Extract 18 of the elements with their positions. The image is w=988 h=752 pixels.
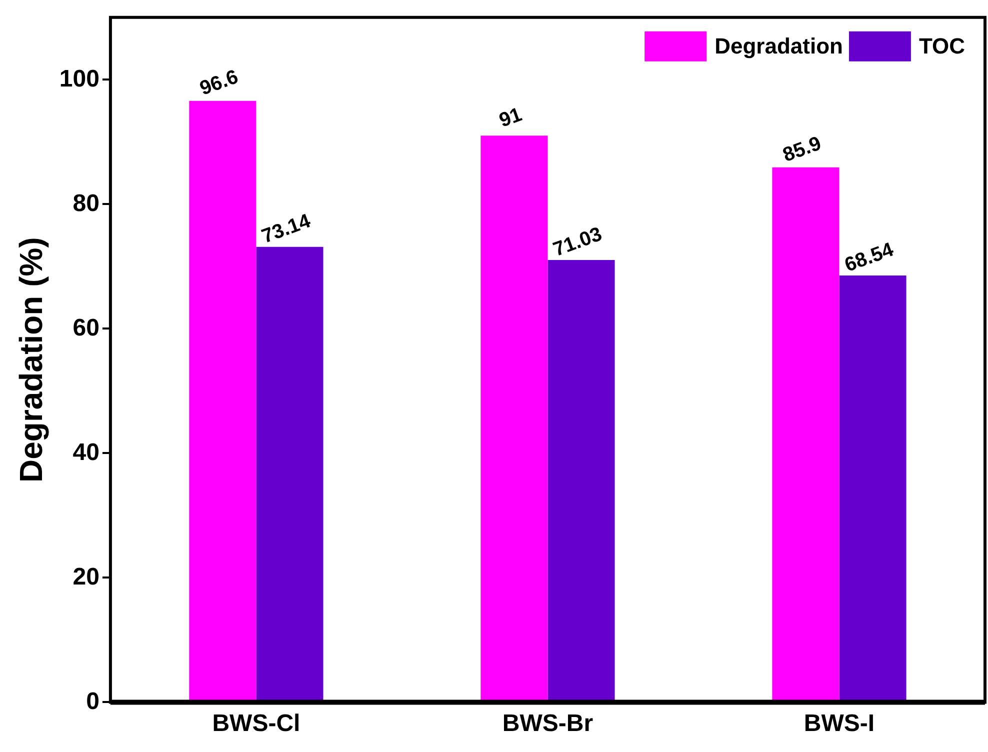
y-tick-label: 40 bbox=[72, 438, 100, 466]
legend-label: TOC bbox=[918, 33, 966, 58]
data-label: 73.14 bbox=[258, 210, 314, 248]
data-label: 68.54 bbox=[842, 238, 896, 277]
y-axis-title: Degradation (%) bbox=[13, 237, 50, 482]
x-tick-label: BWS-Br bbox=[502, 710, 594, 738]
data-label: 85.9 bbox=[780, 132, 824, 167]
data-label: 91 bbox=[496, 104, 525, 132]
y-tick-label: 0 bbox=[86, 688, 100, 715]
x-tick-label: BWS-Cl bbox=[212, 710, 300, 738]
x-tick-label: BWS-I bbox=[804, 710, 875, 738]
data-label: 96.6 bbox=[197, 66, 242, 100]
legend-label: Degradation bbox=[714, 33, 843, 58]
data-label: 71.03 bbox=[550, 223, 605, 262]
y-tick-label: 100 bbox=[59, 65, 100, 92]
y-tick-label: 20 bbox=[72, 563, 100, 590]
y-tick-label: 80 bbox=[72, 190, 100, 217]
y-tick-label: 60 bbox=[72, 314, 100, 342]
